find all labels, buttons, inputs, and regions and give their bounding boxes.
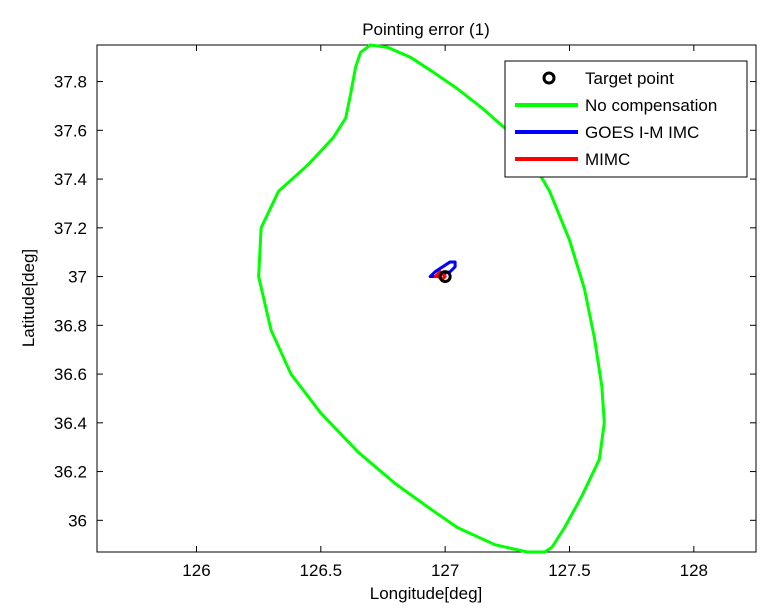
legend-label-goes: GOES I-M IMC [585,123,699,142]
x-axis: 126 126.5 127 127.5 128 [182,45,708,580]
y-tick-label: 37.2 [54,219,87,238]
x-tick-label: 128 [680,561,708,580]
x-tick-label: 126 [182,561,210,580]
y-tick-label: 37.8 [54,73,87,92]
y-axis-label: Latitude[deg] [19,249,38,347]
x-tick-label: 127.5 [548,561,591,580]
legend: Target point No compensation GOES I-M IM… [504,60,748,178]
x-tick-label: 126.5 [300,561,343,580]
legend-item-mimc: MIMC [515,150,630,169]
y-tick-label: 37.4 [54,170,87,189]
legend-label-target-point: Target point [585,69,674,88]
series-mimc [433,270,447,281]
y-tick-label: 37 [68,268,87,287]
y-tick-label: 36.8 [54,316,87,335]
legend-label-mimc: MIMC [585,150,630,169]
x-axis-label: Longitude[deg] [370,584,483,603]
y-tick-label: 36.4 [54,414,87,433]
legend-item-goes: GOES I-M IMC [515,123,699,142]
y-tick-label: 36.2 [54,463,87,482]
y-axis: 36 36.2 36.4 36.6 36.8 37 37.2 37.4 37.6 37.8 [54,73,756,530]
x-tick-label: 127 [431,561,459,580]
legend-item-target-point: Target point [542,69,674,88]
y-tick-label: 36.6 [54,365,87,384]
y-tick-label: 37.6 [54,121,87,140]
target-point-marker [438,270,452,284]
legend-item-no-compensation: No compensation [515,96,717,115]
chart-title: Pointing error (1) [362,20,490,39]
legend-target-marker [542,71,556,85]
legend-label-no-compensation: No compensation [585,96,717,115]
y-tick-label: 36 [68,511,87,530]
target-layer [438,270,452,284]
